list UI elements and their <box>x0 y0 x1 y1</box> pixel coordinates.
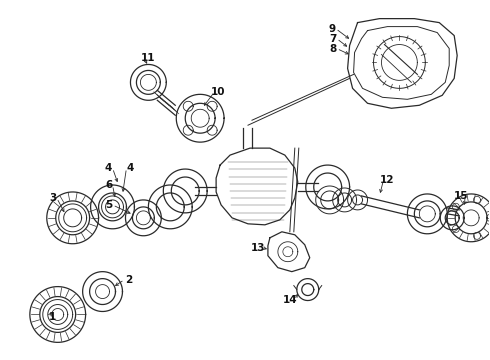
Text: 4: 4 <box>105 163 112 173</box>
Text: 2: 2 <box>125 275 132 285</box>
Text: 11: 11 <box>141 54 156 63</box>
Text: 15: 15 <box>454 191 468 201</box>
Text: 3: 3 <box>49 193 56 203</box>
Text: 10: 10 <box>211 87 225 97</box>
Text: 12: 12 <box>380 175 395 185</box>
Text: 4: 4 <box>127 163 134 173</box>
Text: 7: 7 <box>329 33 336 44</box>
Text: 1: 1 <box>49 312 56 323</box>
Text: 14: 14 <box>283 294 297 305</box>
Text: 13: 13 <box>251 243 265 253</box>
Text: 6: 6 <box>105 180 112 190</box>
Text: 9: 9 <box>328 24 335 33</box>
Text: 5: 5 <box>105 200 112 210</box>
Text: 8: 8 <box>329 44 336 54</box>
